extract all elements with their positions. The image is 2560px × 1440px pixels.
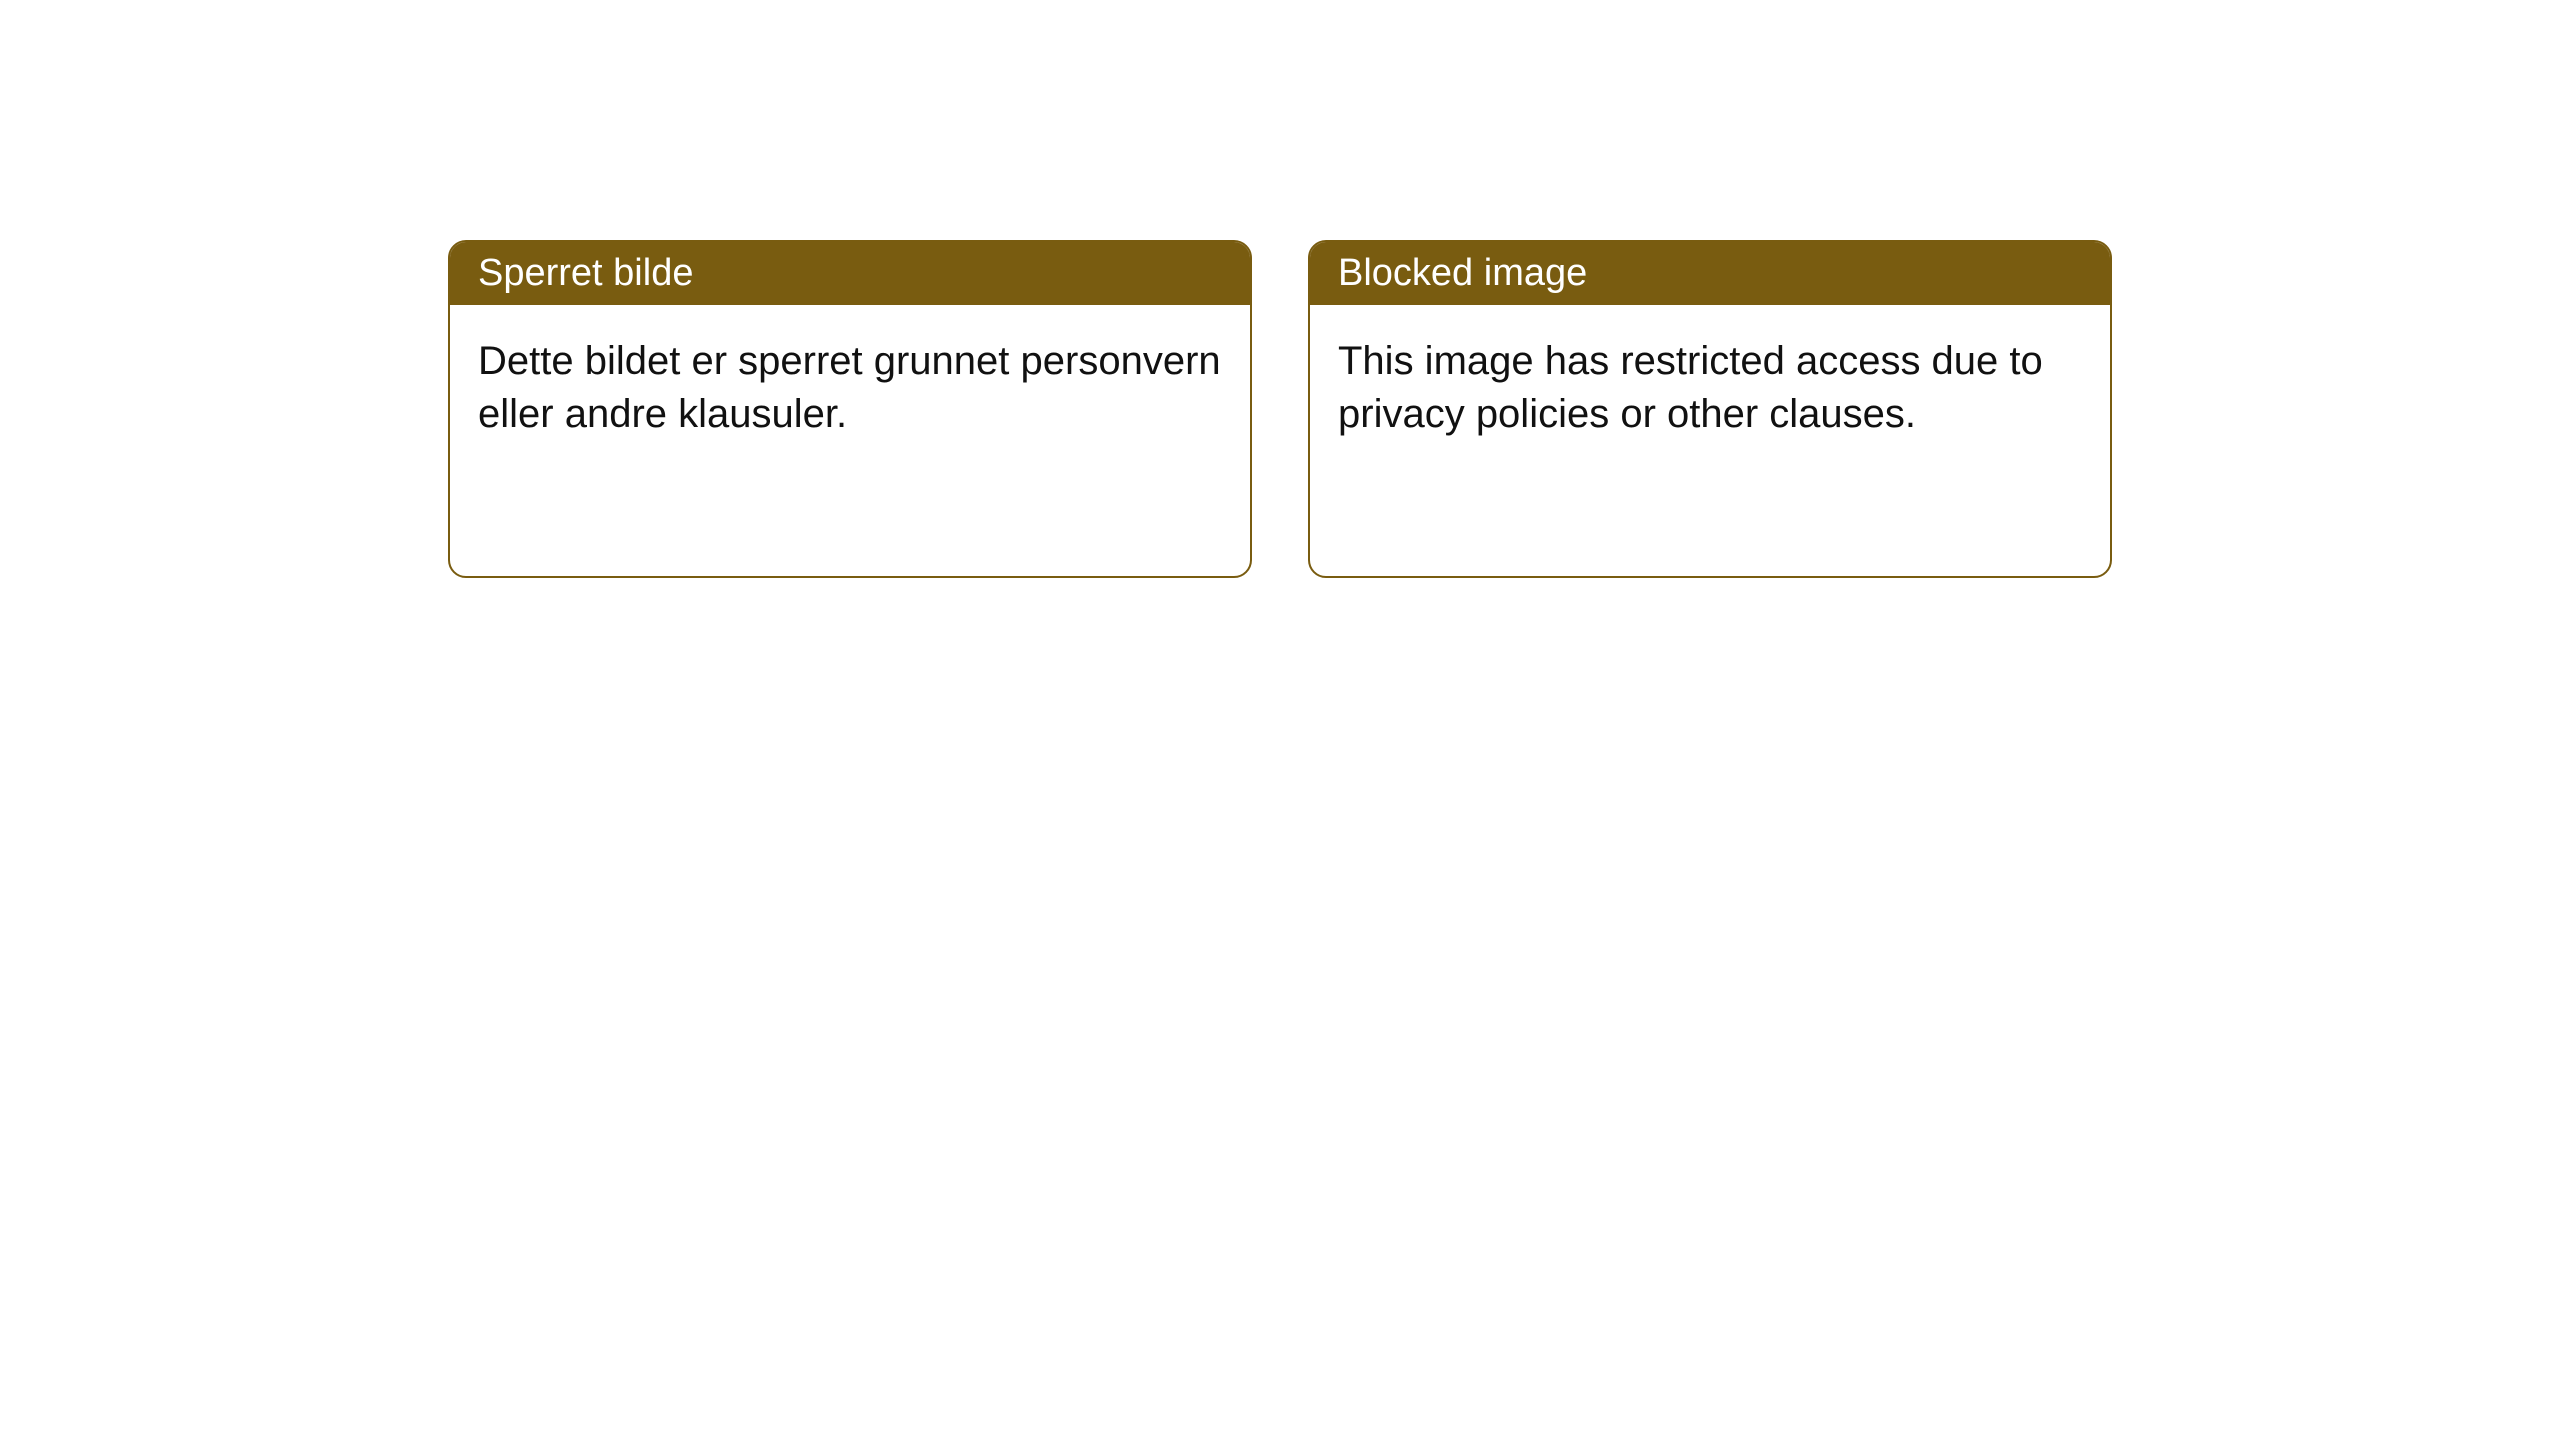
notice-header: Sperret bilde — [450, 242, 1250, 305]
notice-body-text: This image has restricted access due to … — [1338, 339, 2043, 436]
notice-box-norwegian: Sperret bilde Dette bildet er sperret gr… — [448, 240, 1252, 578]
notice-container: Sperret bilde Dette bildet er sperret gr… — [448, 240, 2112, 578]
notice-body: Dette bildet er sperret grunnet personve… — [450, 305, 1250, 471]
notice-body-text: Dette bildet er sperret grunnet personve… — [478, 339, 1221, 436]
notice-body: This image has restricted access due to … — [1310, 305, 2110, 471]
notice-box-english: Blocked image This image has restricted … — [1308, 240, 2112, 578]
notice-title: Sperret bilde — [478, 252, 693, 294]
notice-title: Blocked image — [1338, 252, 1587, 294]
notice-header: Blocked image — [1310, 242, 2110, 305]
